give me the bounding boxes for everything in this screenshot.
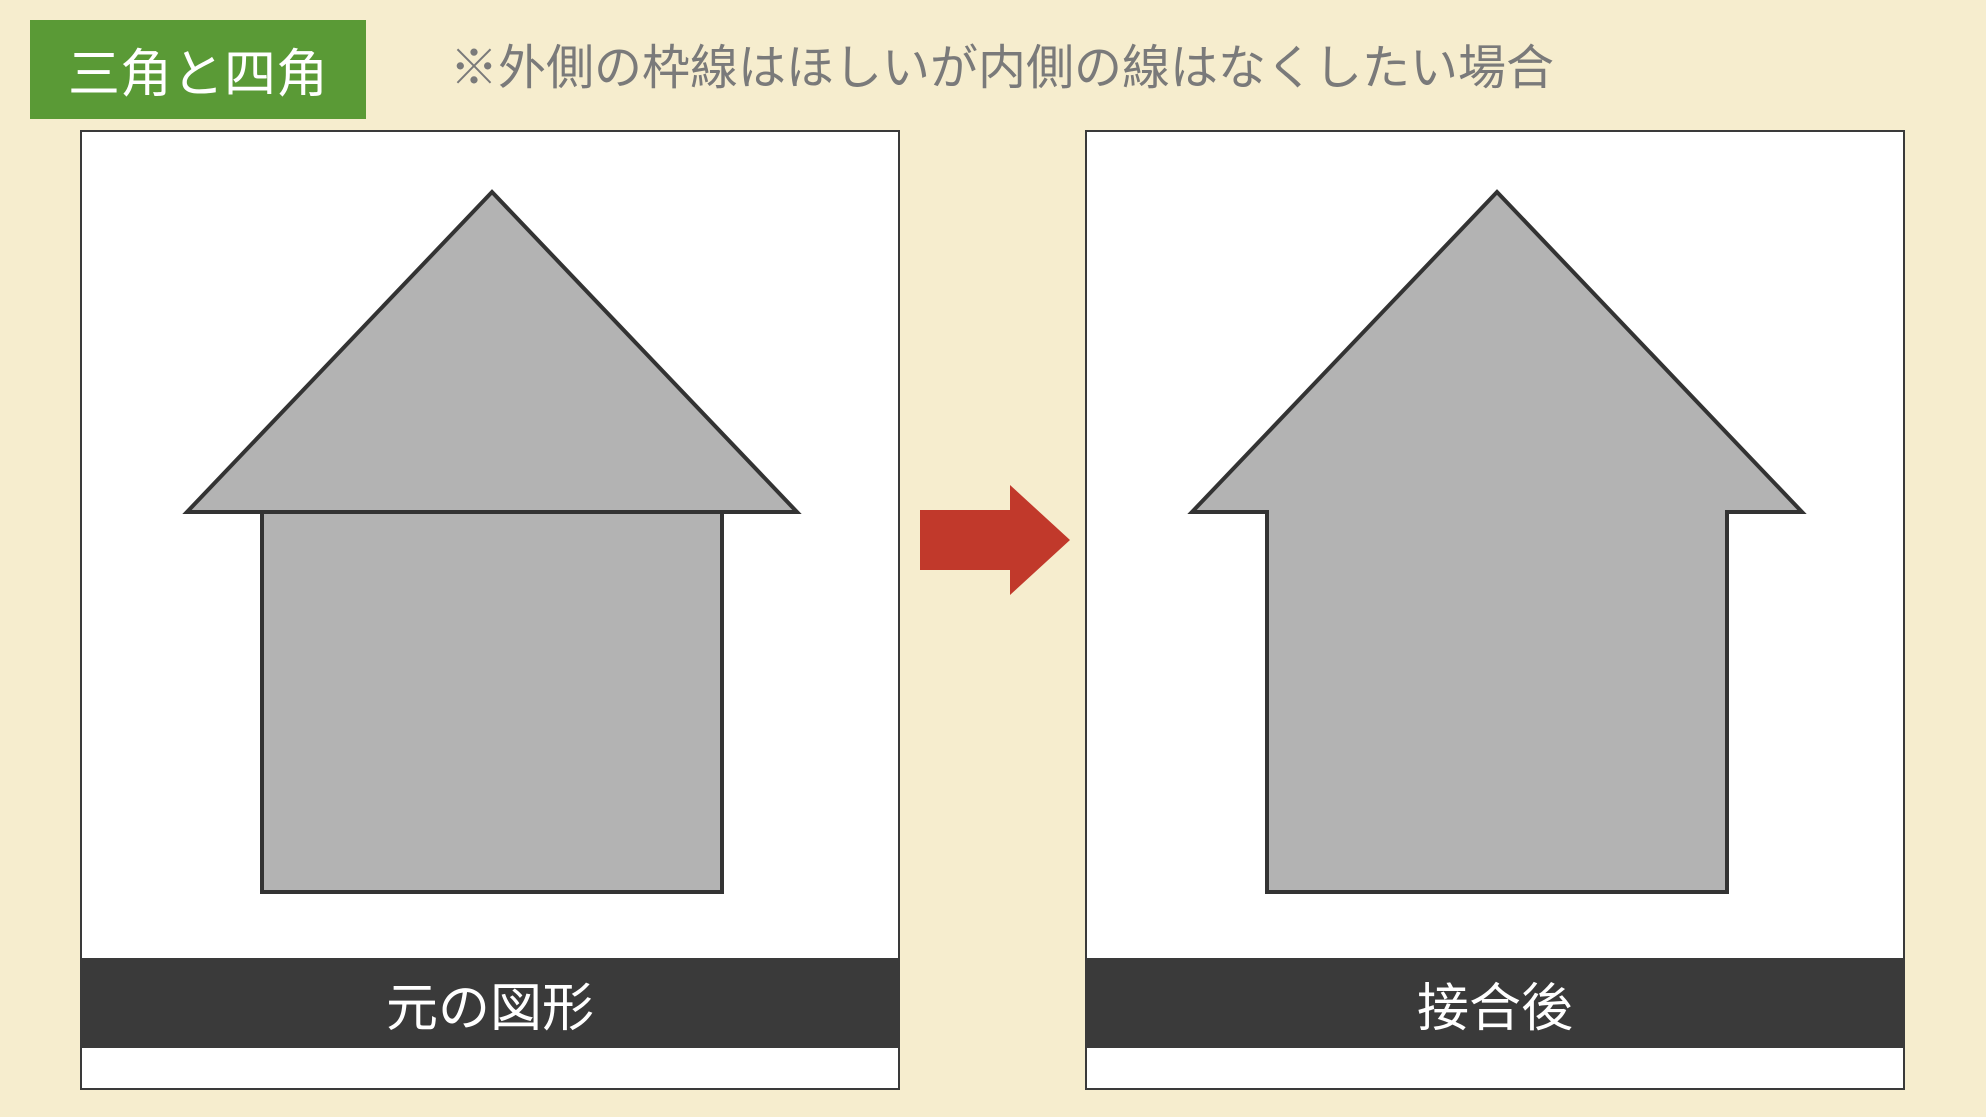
- subtitle-text: ※外側の枠線はほしいが内側の線はなくしたい場合: [450, 28, 1554, 98]
- right-shape-area: [1087, 132, 1903, 958]
- square-shape: [262, 512, 722, 892]
- triangle-shape: [187, 192, 797, 512]
- left-panel: 元の図形: [80, 130, 900, 1090]
- right-panel: 接合後: [1085, 130, 1905, 1090]
- merged-house-shape: [1192, 192, 1802, 892]
- arrow-icon: [920, 480, 1070, 600]
- title-badge: 三角と四角: [30, 20, 366, 119]
- right-panel-label: 接合後: [1087, 958, 1903, 1048]
- left-panel-label: 元の図形: [82, 958, 898, 1048]
- left-shape-area: [82, 132, 898, 958]
